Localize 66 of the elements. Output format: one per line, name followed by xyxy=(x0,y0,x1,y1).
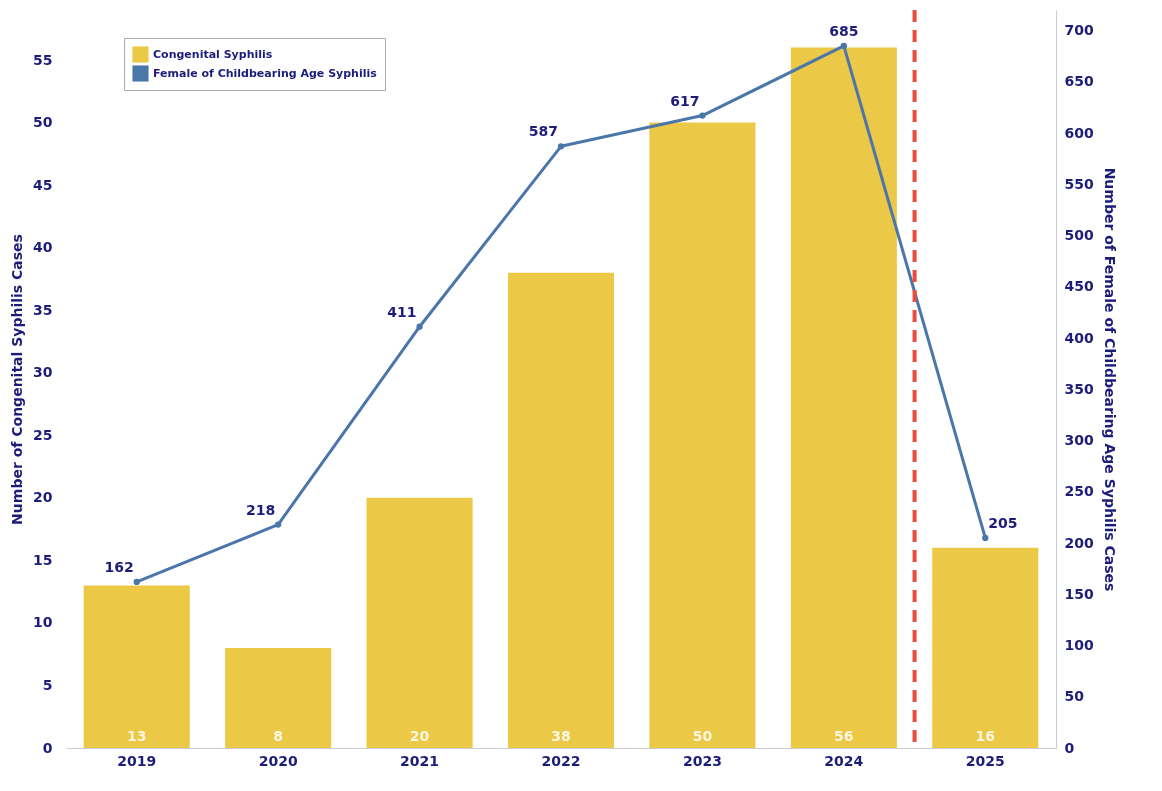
data-label: 38 xyxy=(551,728,571,744)
y-axis-title: Number of Congenital Syphilis Cases xyxy=(9,234,26,525)
y2-tick-label: 500 xyxy=(1064,227,1094,243)
legend-label: Female of Childbearing Age Syphilis xyxy=(153,66,378,80)
y-tick-label: 15 xyxy=(33,551,53,568)
y2-tick-label: 150 xyxy=(1064,585,1094,602)
point xyxy=(982,534,989,542)
y-tick-label: 35 xyxy=(33,301,53,318)
y2-tick-label: 300 xyxy=(1064,432,1094,448)
y2-tick-label: 650 xyxy=(1064,73,1094,90)
bar xyxy=(790,47,897,748)
point xyxy=(133,578,140,586)
data-label: 8 xyxy=(273,728,284,744)
x-tick-label: 2023 xyxy=(682,752,722,769)
y-tick-label: 0 xyxy=(42,739,53,756)
x-tick-label: 2021 xyxy=(400,752,440,769)
data-label: 50 xyxy=(692,728,713,744)
bar xyxy=(649,122,756,748)
y-tick-label: 55 xyxy=(33,51,53,68)
bar xyxy=(507,272,615,748)
y-tick-label: 30 xyxy=(33,364,53,381)
bar xyxy=(83,585,190,748)
y-tick-label: 40 xyxy=(33,239,53,256)
data-label: 20 xyxy=(409,728,430,744)
y-tick-label: 25 xyxy=(33,426,53,443)
y2-tick-label: 200 xyxy=(1064,534,1094,551)
data-label: 162 xyxy=(104,558,134,575)
data-label: 617 xyxy=(670,92,700,109)
x-tick-label: 2020 xyxy=(258,752,298,769)
y-tick-label: 10 xyxy=(33,614,53,631)
y2-tick-label: 450 xyxy=(1064,278,1094,295)
y2-tick-label: 50 xyxy=(1064,688,1085,705)
data-label: 56 xyxy=(834,728,854,744)
x-tick-label: 2022 xyxy=(541,752,581,769)
x-tick-label: 2019 xyxy=(117,752,157,769)
point xyxy=(557,143,565,150)
y2-tick-label: 350 xyxy=(1064,380,1094,397)
point xyxy=(416,323,423,330)
x-tick-label: 2024 xyxy=(824,752,864,769)
data-label: 13 xyxy=(126,728,147,744)
data-label: 411 xyxy=(387,303,417,320)
data-label: 16 xyxy=(975,728,996,744)
x-tick-label: 2025 xyxy=(965,752,1005,769)
y-tick-label: 20 xyxy=(33,489,53,506)
bar xyxy=(366,497,473,748)
y2-tick-label: 250 xyxy=(1064,483,1094,500)
y2-tick-label: 400 xyxy=(1064,329,1094,346)
y-tick-label: 50 xyxy=(33,114,53,131)
y-tick-label: 45 xyxy=(33,176,53,193)
data-label: 587 xyxy=(528,123,558,140)
y2-tick-label: 600 xyxy=(1064,124,1094,141)
legend-label: Congenital Syphilis xyxy=(153,47,273,61)
data-label: 685 xyxy=(829,22,859,39)
data-label: 205 xyxy=(988,514,1018,531)
y2-tick-label: 700 xyxy=(1064,22,1094,38)
bar xyxy=(225,647,332,748)
point xyxy=(699,112,706,119)
y2-tick-label: 100 xyxy=(1064,637,1094,653)
bar xyxy=(932,547,1039,748)
y2-tick-label: 0 xyxy=(1064,739,1075,756)
data-label: 218 xyxy=(245,501,276,518)
y-tick-label: 5 xyxy=(42,676,53,693)
point xyxy=(274,521,282,528)
y2-axis-title: Number of Female of Childbearing Age Syphilis Cases xyxy=(1101,167,1118,592)
y2-tick-label: 550 xyxy=(1064,175,1094,192)
point xyxy=(840,42,848,50)
